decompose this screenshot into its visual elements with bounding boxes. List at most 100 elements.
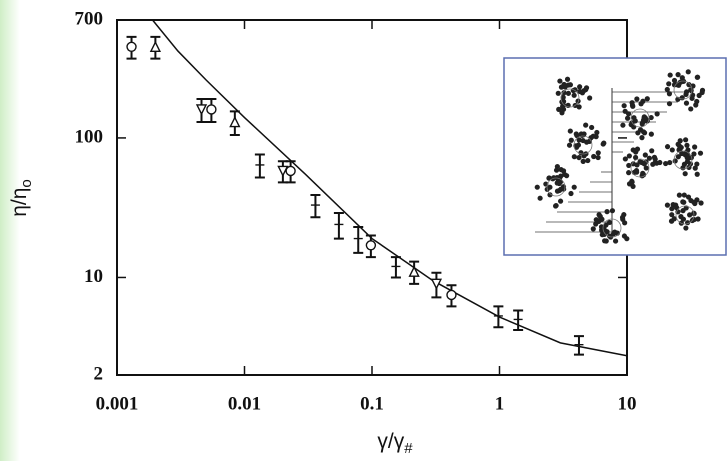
particle xyxy=(567,82,574,88)
point xyxy=(126,41,137,52)
particle-core xyxy=(675,205,695,225)
particle xyxy=(640,98,646,104)
particle xyxy=(643,165,649,171)
particle xyxy=(639,120,646,126)
particle xyxy=(604,209,610,215)
particle xyxy=(650,161,656,167)
particle xyxy=(664,86,670,93)
particle xyxy=(609,208,616,214)
particle-core xyxy=(630,158,650,178)
particle xyxy=(630,183,636,189)
particle xyxy=(669,212,675,218)
particle xyxy=(560,106,567,112)
particle xyxy=(697,150,704,156)
particle xyxy=(641,161,647,167)
particle xyxy=(687,212,693,218)
particle xyxy=(666,81,672,87)
particle xyxy=(591,153,597,160)
particle xyxy=(574,132,580,139)
particle xyxy=(595,154,601,161)
particle xyxy=(603,222,609,228)
particle xyxy=(649,148,655,154)
particle xyxy=(678,214,684,220)
particle xyxy=(669,218,675,224)
x-label-sub: # xyxy=(404,440,413,457)
particle xyxy=(624,236,630,242)
particle xyxy=(666,91,673,97)
particle xyxy=(595,150,601,156)
particle-core xyxy=(673,80,693,100)
point xyxy=(513,314,523,324)
particle xyxy=(632,118,638,124)
particle xyxy=(682,171,688,177)
particle xyxy=(590,226,596,232)
particle xyxy=(626,153,632,159)
particle xyxy=(580,158,586,164)
x-tick-label: 10 xyxy=(618,393,637,414)
particle xyxy=(695,216,701,222)
point xyxy=(285,165,296,177)
particle xyxy=(681,192,687,198)
edge-strip xyxy=(0,0,20,461)
particle xyxy=(684,142,690,148)
particle xyxy=(688,87,694,94)
particle xyxy=(679,75,685,81)
particle xyxy=(568,190,574,197)
particle xyxy=(547,192,553,198)
particle xyxy=(558,173,564,179)
particle xyxy=(576,137,582,143)
particle xyxy=(646,155,653,161)
particle xyxy=(620,216,626,222)
x-axis-label: γ/γ# xyxy=(377,430,413,457)
point xyxy=(574,340,584,350)
point xyxy=(391,261,401,271)
particle-core xyxy=(630,108,650,128)
point xyxy=(277,165,289,178)
particle xyxy=(641,115,647,121)
particle xyxy=(681,199,687,205)
particle xyxy=(688,106,694,112)
point xyxy=(365,240,377,251)
particle xyxy=(554,188,561,194)
particle xyxy=(633,168,640,174)
particle xyxy=(626,162,632,169)
particle xyxy=(620,122,626,128)
particle xyxy=(577,88,583,95)
point xyxy=(446,289,457,301)
particle xyxy=(583,122,589,128)
x-label-main: γ/γ xyxy=(377,430,404,453)
point xyxy=(493,311,503,321)
particle xyxy=(565,90,572,96)
particle xyxy=(635,130,641,136)
x-tick-label: 1 xyxy=(495,393,505,414)
point xyxy=(353,234,363,244)
particle xyxy=(663,160,669,167)
particle xyxy=(583,85,590,91)
particle xyxy=(675,72,681,78)
particle xyxy=(601,140,607,146)
particle xyxy=(680,208,686,214)
particle xyxy=(642,152,648,158)
y-tick-label: 100 xyxy=(75,126,104,147)
particle xyxy=(626,170,632,176)
particle xyxy=(648,131,654,137)
particle xyxy=(630,147,636,153)
particle xyxy=(669,206,675,212)
particle xyxy=(594,129,600,136)
y-axis-label: η/ηo xyxy=(8,179,35,217)
particle xyxy=(537,195,543,201)
particle xyxy=(640,170,646,176)
particle xyxy=(622,108,628,114)
particle xyxy=(693,102,699,108)
particle xyxy=(576,104,582,110)
x-tick-label: 0.001 xyxy=(96,393,139,414)
particle xyxy=(593,134,599,140)
particle xyxy=(602,238,608,244)
point xyxy=(229,115,241,128)
particle xyxy=(683,225,689,231)
particle xyxy=(694,171,700,177)
particle xyxy=(621,103,627,109)
point xyxy=(334,219,344,229)
particle xyxy=(644,96,650,102)
